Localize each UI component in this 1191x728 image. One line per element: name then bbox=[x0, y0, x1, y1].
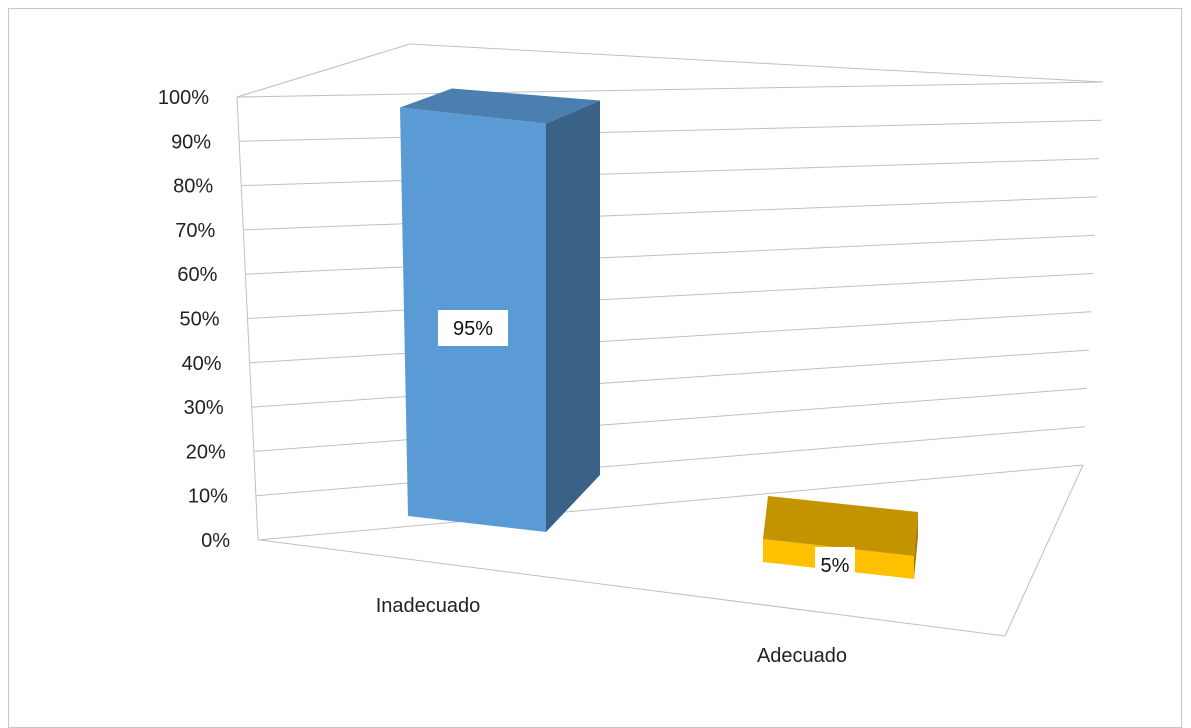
axes bbox=[236, 43, 1104, 637]
gridlines bbox=[236, 81, 1104, 541]
y-tick-label: 10% bbox=[188, 486, 228, 508]
gridline bbox=[251, 349, 1090, 408]
y-tick-label: 30% bbox=[184, 397, 224, 419]
gridline bbox=[249, 311, 1092, 364]
y-tick-label: 50% bbox=[179, 309, 219, 331]
bar-side-face bbox=[914, 512, 918, 579]
y-tick-label: 80% bbox=[173, 176, 213, 198]
floor-front-edge bbox=[259, 539, 1006, 637]
data-label-text: 95% bbox=[453, 318, 493, 340]
gridline bbox=[243, 196, 1098, 231]
y-tick-label: 90% bbox=[171, 131, 211, 153]
y-tick-label: 70% bbox=[175, 220, 215, 242]
data-label-box bbox=[438, 310, 508, 346]
y-tick-labels: 0% 10% 20% 30% 40% 50% 60% 70% 80% 90% 100% bbox=[158, 87, 230, 552]
gridline bbox=[236, 81, 1104, 98]
bar-side-face bbox=[546, 100, 600, 532]
gridline bbox=[257, 464, 1084, 541]
back-wall-top-edge bbox=[409, 43, 1104, 83]
y-tick-label: 20% bbox=[186, 441, 226, 463]
category-label: Inadecuado bbox=[376, 595, 481, 617]
gridline bbox=[253, 387, 1088, 452]
gridline bbox=[247, 273, 1094, 319]
y-tick-label: 100% bbox=[158, 87, 209, 109]
gridline bbox=[241, 158, 1100, 187]
bar-top-face bbox=[400, 88, 600, 124]
data-label-box bbox=[815, 547, 855, 583]
data-label: 95% bbox=[438, 310, 508, 346]
floor-right-edge bbox=[1004, 464, 1084, 637]
y-tick-label: 0% bbox=[201, 530, 230, 552]
data-labels: 95% 5% bbox=[438, 310, 855, 583]
gridline bbox=[245, 234, 1096, 275]
y-tick-label: 60% bbox=[177, 264, 217, 286]
data-label: 5% bbox=[815, 547, 855, 583]
y-axis-line bbox=[236, 96, 259, 541]
gridline bbox=[239, 119, 1102, 142]
bar-chart-3d: 0% 10% 20% 30% 40% 50% 60% 70% 80% 90% 100% Inadec… bbox=[158, 43, 1104, 667]
category-label: Adecuado bbox=[757, 645, 847, 667]
gridline bbox=[255, 426, 1086, 497]
category-labels: Inadecuado Adecuado bbox=[376, 595, 847, 667]
bar-top-face bbox=[763, 496, 918, 556]
y-tick-label: 40% bbox=[182, 353, 222, 375]
data-label-text: 5% bbox=[821, 555, 850, 577]
side-wall-top-edge bbox=[236, 43, 411, 98]
